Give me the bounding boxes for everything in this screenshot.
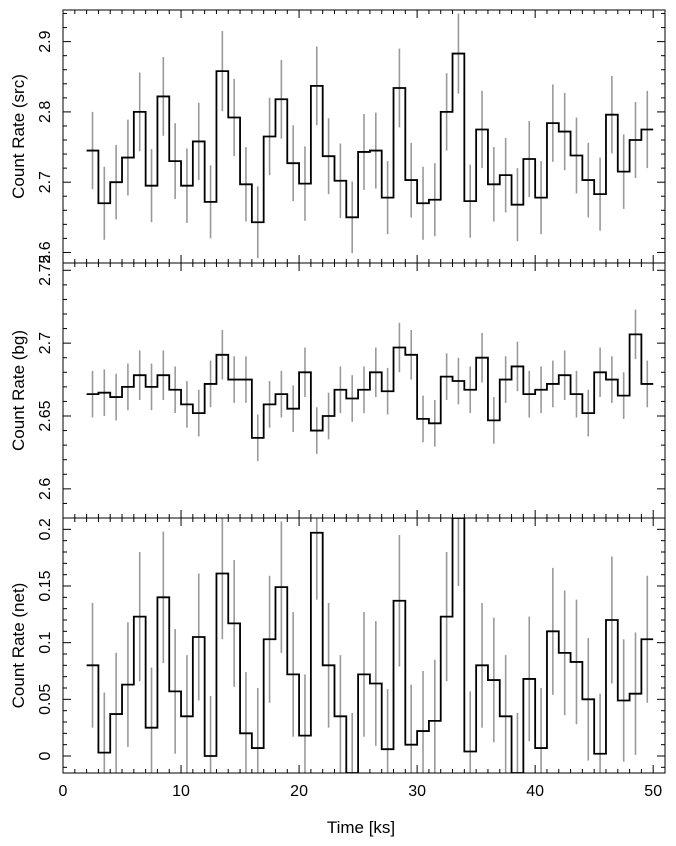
panel-bg: 2.6 2.65 2.7 2.75 Count Rate (bg)	[9, 255, 666, 519]
ytick-label-net-4: 0.2	[37, 518, 54, 540]
xtick-label-4: 40	[526, 783, 544, 800]
ytick-label-src-1: 2.7	[37, 171, 54, 193]
step-line-bg	[86, 333, 654, 439]
ytick-label-bg-1: 2.65	[37, 400, 54, 431]
panel-net: 0 0.05 0.1 0.15 0.2 Count Rate (net)	[9, 517, 666, 774]
ytick-label-src-2: 2.8	[37, 101, 54, 123]
ytick-label-src-0: 2.6	[37, 241, 54, 263]
xtick-label-2: 20	[290, 783, 308, 800]
xtick-label-1: 10	[172, 783, 190, 800]
panel-net-data	[86, 518, 654, 773]
panel-net-frame	[62, 517, 666, 774]
xtick-label-0: 0	[59, 783, 68, 800]
panel-src-data	[86, 13, 654, 259]
ytick-label-net-1: 0.05	[37, 684, 54, 715]
step-line-net	[86, 518, 654, 773]
ytick-label-bg-2: 2.7	[37, 332, 54, 354]
x-axis-label: Time [ks]	[327, 818, 395, 837]
panel-src: 2.6 2.7 2.8 2.9 Count Rate (src)	[9, 9, 666, 264]
ytick-label-net-2: 0.1	[37, 631, 54, 653]
ytick-label-src-3: 2.9	[37, 30, 54, 52]
panel-bg-data	[86, 309, 654, 462]
xtick-label-5: 50	[644, 783, 662, 800]
step-line-src	[86, 52, 654, 224]
ytick-label-net-3: 0.15	[37, 570, 54, 601]
ylabel-src: Count Rate (src)	[9, 74, 28, 199]
ylabel-net: Count Rate (net)	[9, 583, 28, 709]
xtick-label-3: 30	[408, 783, 426, 800]
ylabel-bg: Count Rate (bg)	[9, 330, 28, 451]
ytick-label-bg-3: 2.75	[37, 255, 54, 286]
ytick-label-net-0: 0	[37, 751, 54, 760]
ytick-label-bg-0: 2.6	[37, 478, 54, 500]
